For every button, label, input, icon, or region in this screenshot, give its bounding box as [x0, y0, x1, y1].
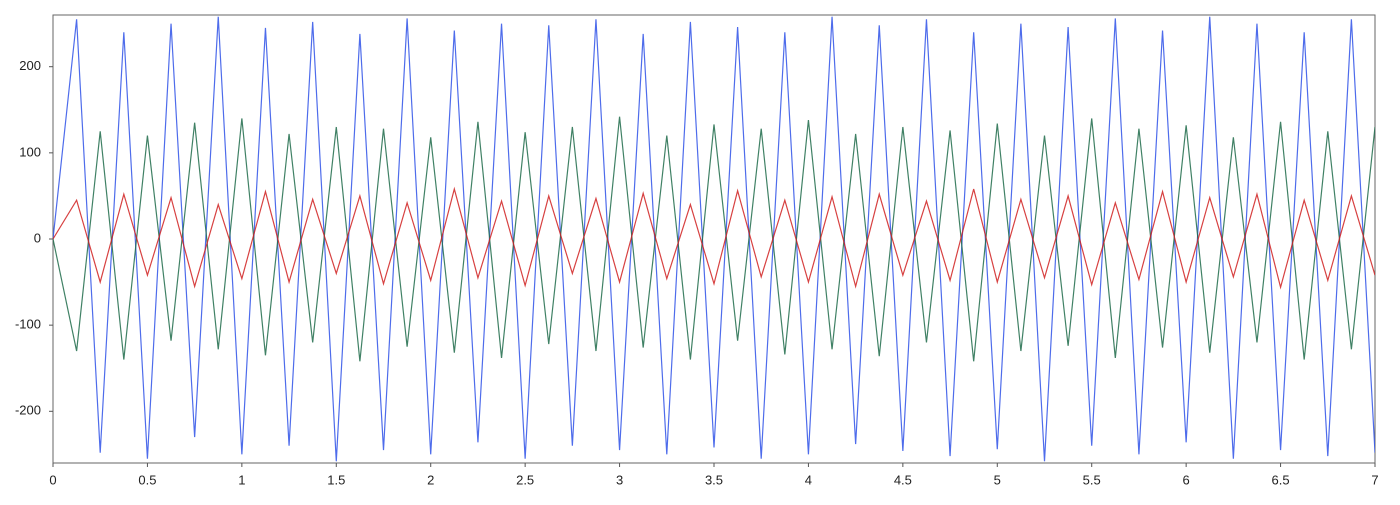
plot-area	[53, 16, 1375, 462]
x-tick-label: 5	[994, 472, 1001, 487]
y-tick-label: -100	[15, 317, 41, 332]
series-line	[53, 116, 1375, 362]
plot-frame	[52, 14, 1376, 464]
x-tick-label: 5.5	[1083, 472, 1101, 487]
x-tick-label: 0.5	[138, 472, 156, 487]
x-tick-label: 1.5	[327, 472, 345, 487]
x-tick-label: 4	[805, 472, 812, 487]
series-line	[53, 16, 1375, 462]
x-tick-label: 2.5	[516, 472, 534, 487]
x-tick-label: 1	[238, 472, 245, 487]
y-tick-label: 200	[19, 58, 41, 73]
x-tick-label: 6	[1183, 472, 1190, 487]
x-tick-label: 3	[616, 472, 623, 487]
x-tick-label: 7	[1371, 472, 1378, 487]
x-tick-label: 3.5	[705, 472, 723, 487]
x-tick-label: 6.5	[1272, 472, 1290, 487]
x-tick-label: 4.5	[894, 472, 912, 487]
y-tick-label: 100	[19, 144, 41, 159]
y-tick-label: 0	[34, 230, 41, 245]
y-tick-label: -200	[15, 403, 41, 418]
x-tick-label: 2	[427, 472, 434, 487]
series-line	[53, 186, 1375, 290]
x-tick-label: 0	[49, 472, 56, 487]
